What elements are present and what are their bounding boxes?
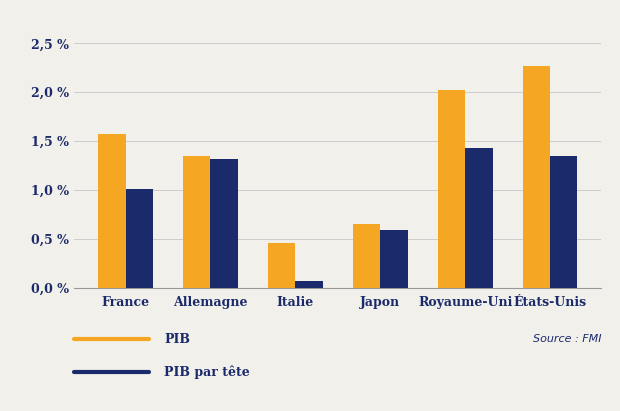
Bar	[184, 156, 210, 288]
Text: Source : FMI: Source : FMI	[533, 334, 601, 344]
Bar	[551, 156, 577, 288]
Bar	[295, 281, 322, 288]
Bar	[353, 224, 381, 288]
Bar	[466, 148, 492, 288]
Text: PIB: PIB	[164, 332, 190, 346]
Bar	[438, 90, 466, 288]
Bar	[125, 189, 153, 288]
Bar	[523, 66, 551, 288]
Text: PIB par tête: PIB par tête	[164, 365, 250, 379]
Bar	[268, 243, 295, 288]
Bar	[210, 159, 237, 288]
Bar	[381, 230, 407, 288]
Bar	[99, 134, 125, 288]
